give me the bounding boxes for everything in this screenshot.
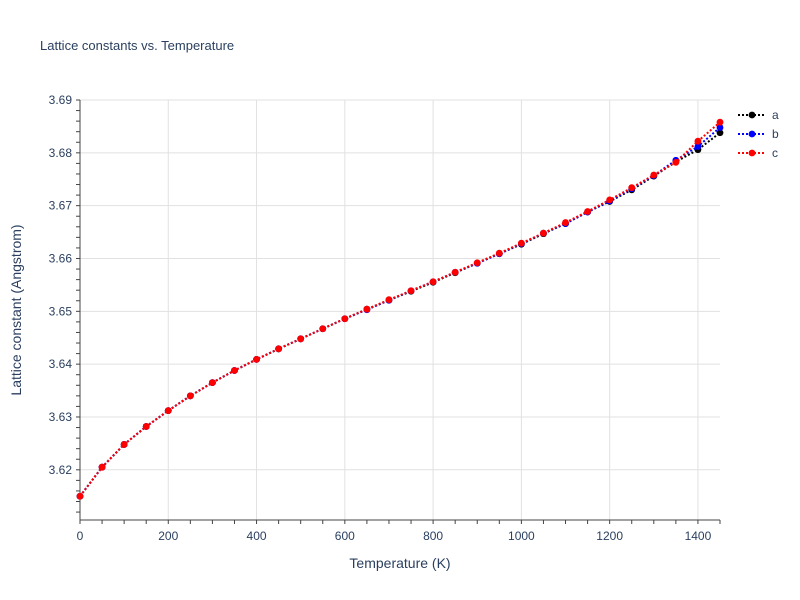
- x-axis-title: Temperature (K): [349, 555, 450, 571]
- data-point-c[interactable]: [628, 184, 636, 192]
- legend-item-b[interactable]: b: [738, 127, 779, 141]
- y-axis-title: Lattice constant (Angstrom): [8, 224, 24, 395]
- legend-swatch-marker: [748, 149, 756, 157]
- data-point-c[interactable]: [650, 171, 658, 179]
- data-point-c[interactable]: [164, 407, 172, 415]
- y-tick-label: 3.69: [49, 93, 73, 107]
- legend-swatch-marker: [748, 130, 756, 138]
- y-tick-label: 3.67: [49, 199, 73, 213]
- data-point-c[interactable]: [694, 137, 702, 145]
- x-tick-label: 1000: [508, 529, 535, 543]
- data-point-c[interactable]: [540, 229, 547, 237]
- series-b: [76, 124, 724, 500]
- data-point-c[interactable]: [209, 379, 216, 387]
- y-tick-label: 3.62: [49, 463, 73, 477]
- legend-label: c: [772, 146, 778, 160]
- data-point-c[interactable]: [716, 118, 724, 126]
- data-point-c[interactable]: [142, 423, 150, 430]
- series-layer: [76, 118, 724, 500]
- data-point-c[interactable]: [672, 158, 680, 166]
- data-point-c[interactable]: [517, 239, 525, 247]
- series-c: [76, 118, 724, 500]
- data-point-c[interactable]: [319, 325, 327, 333]
- data-point-a[interactable]: [716, 129, 724, 137]
- series-line-c: [79, 121, 721, 497]
- data-point-c[interactable]: [473, 259, 481, 267]
- data-point-c[interactable]: [495, 249, 503, 257]
- x-tick-label: 800: [423, 529, 443, 543]
- series-line-b: [79, 126, 721, 497]
- legend-swatch-marker: [748, 111, 756, 119]
- legend-label: a: [772, 108, 779, 122]
- y-tick-label: 3.66: [49, 251, 73, 265]
- series-line-a: [79, 131, 721, 497]
- x-tick-label: 0: [77, 529, 84, 543]
- y-tick-label: 3.65: [49, 304, 73, 318]
- data-point-c[interactable]: [98, 463, 106, 471]
- data-point-c[interactable]: [186, 392, 194, 400]
- x-gridlines: [167, 100, 699, 520]
- y-tick-label: 3.64: [49, 357, 73, 371]
- legend-item-c[interactable]: c: [738, 146, 778, 160]
- data-point-b[interactable]: [694, 143, 702, 150]
- data-point-c[interactable]: [584, 208, 591, 215]
- x-tick-labels: 0 200 400 600 800 1000 1200 1400: [77, 529, 712, 543]
- data-point-b[interactable]: [716, 124, 724, 131]
- data-point-c[interactable]: [451, 268, 459, 276]
- legend[interactable]: abc: [738, 108, 779, 160]
- data-point-c[interactable]: [120, 441, 128, 448]
- x-tick-label: 400: [247, 529, 267, 543]
- y-tick-labels: 3.62 3.63 3.64 3.65 3.66 3.67 3.68 3.69: [49, 93, 73, 477]
- legend-item-a[interactable]: a: [738, 108, 779, 122]
- y-tick-label: 3.68: [49, 146, 73, 160]
- data-point-c[interactable]: [275, 345, 283, 353]
- data-point-c[interactable]: [429, 278, 437, 286]
- axes: [76, 99, 721, 524]
- series-a: [76, 129, 724, 500]
- data-point-c[interactable]: [562, 219, 569, 226]
- y-gridlines: [80, 99, 720, 471]
- data-point-c[interactable]: [253, 355, 260, 363]
- legend-label: b: [772, 127, 779, 141]
- data-point-c[interactable]: [341, 315, 349, 323]
- x-tick-label: 200: [158, 529, 178, 543]
- x-tick-label: 1400: [685, 529, 712, 543]
- data-point-c[interactable]: [297, 335, 305, 343]
- x-tick-label: 600: [335, 529, 355, 543]
- data-point-c[interactable]: [363, 305, 371, 313]
- x-tick-label: 1200: [596, 529, 623, 543]
- data-point-c[interactable]: [76, 492, 84, 500]
- data-point-c[interactable]: [231, 367, 238, 374]
- data-point-c[interactable]: [606, 196, 614, 204]
- y-tick-label: 3.63: [49, 410, 73, 424]
- chart-title: Lattice constants vs. Temperature: [40, 38, 234, 53]
- data-point-c[interactable]: [385, 296, 393, 304]
- data-point-c[interactable]: [407, 287, 415, 295]
